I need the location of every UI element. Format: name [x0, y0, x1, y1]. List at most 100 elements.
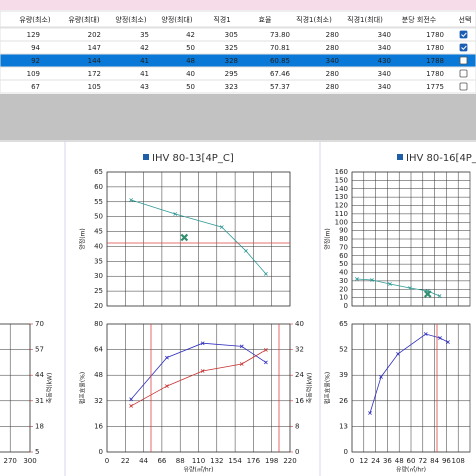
- y-tick-label: 140: [335, 185, 348, 193]
- y2-tick-label: 31: [35, 397, 44, 405]
- table-row[interactable]: [0, 27, 476, 42]
- table-cell: 280: [326, 31, 339, 39]
- x-tick-label: 24: [371, 457, 380, 465]
- x-axis-label: 유량(㎥/hr): [183, 466, 213, 474]
- y-tick-label: 30: [339, 277, 348, 285]
- x-tick-label: 48: [395, 457, 404, 465]
- column-header: 선택: [459, 15, 472, 24]
- y-tick-label: 48: [94, 371, 103, 379]
- table-cell: 1780: [426, 31, 444, 39]
- table-cell: 280: [326, 70, 339, 78]
- data-point: [165, 355, 169, 360]
- y-tick-label: 13: [339, 422, 348, 430]
- table-cell: 42: [140, 44, 149, 52]
- table-cell: 41: [140, 57, 149, 65]
- y-tick-label: 20: [339, 285, 348, 293]
- x-tick-label: 108: [452, 457, 465, 465]
- y2-tick-label: 70: [35, 320, 44, 328]
- y2-tick-label: 24: [295, 371, 304, 379]
- data-point: [129, 397, 134, 402]
- y-tick-label: 70: [339, 243, 348, 251]
- y-tick-label: 130: [335, 193, 348, 201]
- table-cell: 94: [31, 44, 40, 52]
- data-point: [239, 344, 244, 349]
- y-tick-label: 100: [335, 218, 348, 226]
- top-strip: [0, 0, 476, 10]
- y-tick-label: 16: [94, 422, 103, 430]
- x-tick-label: 154: [228, 457, 242, 465]
- table-cell: 70.81: [270, 44, 290, 52]
- x-tick-label: 96: [442, 457, 451, 465]
- x-tick-label: 22: [121, 457, 130, 465]
- data-point: [446, 340, 450, 344]
- table-cell: 50: [186, 44, 195, 52]
- x-tick-label: 72: [418, 457, 427, 465]
- table-cell: 295: [225, 70, 238, 78]
- y-axis-label: 펌프효율(%): [80, 372, 87, 404]
- data-point: [244, 249, 248, 253]
- data-point: [423, 332, 428, 336]
- data-point: [129, 198, 134, 202]
- checkbox[interactable]: [459, 43, 468, 52]
- data-point: [219, 225, 224, 229]
- table-cell: 340: [378, 70, 391, 78]
- x-axis-label: 유량(㎥/hr): [396, 466, 426, 474]
- x-tick-label: 300: [23, 457, 36, 465]
- y-tick-label: 39: [339, 371, 348, 379]
- table-cell: 48: [186, 57, 195, 65]
- column-header: 직경1(최대): [347, 15, 383, 24]
- y-tick-label: 150: [335, 176, 348, 184]
- table-cell: 430: [378, 57, 391, 65]
- table-row[interactable]: [0, 66, 476, 81]
- y-tick-label: 60: [94, 183, 103, 191]
- y-tick-label: 25: [94, 287, 103, 295]
- table-row[interactable]: [0, 79, 476, 94]
- table-cell: 67: [31, 83, 40, 91]
- data-point: [437, 294, 442, 298]
- table-cell: 340: [326, 57, 339, 65]
- column-header: 직경1(최소): [296, 15, 332, 24]
- header-row: [0, 10, 476, 28]
- chart-title: IHV 80-16[4P_C]: [406, 153, 476, 164]
- column-header: 효율: [259, 16, 272, 24]
- y-axis-label: 펌프효율(%): [325, 372, 332, 404]
- x-tick-label: 84: [430, 457, 439, 465]
- x-tick-label: 198: [265, 457, 278, 465]
- table-cell: 305: [225, 31, 238, 39]
- table-cell: 280: [326, 44, 339, 52]
- data-point: [388, 282, 392, 286]
- x-tick-label: 36: [383, 457, 392, 465]
- data-point: [173, 212, 178, 216]
- table-cell: 40: [186, 70, 195, 78]
- y2-tick-label: 57: [35, 346, 44, 354]
- y-tick-label: 50: [339, 260, 348, 268]
- data-point: [396, 352, 400, 356]
- selected-row[interactable]: [0, 53, 476, 68]
- y-tick-label: 0: [99, 448, 103, 456]
- y-tick-label: 80: [339, 235, 348, 243]
- table-cell: 109: [27, 70, 40, 78]
- table-cell: 328: [225, 57, 238, 65]
- table-cell: 92: [31, 57, 40, 65]
- checkbox[interactable]: [459, 69, 468, 78]
- y-tick-label: 35: [94, 257, 103, 265]
- plot: 0 16 32 48 64 80 0 8 16 24 32 40 0 22 44 66 88 110 132 154 1…: [80, 320, 314, 474]
- table-cell: 129: [27, 31, 40, 39]
- checkbox[interactable]: [459, 56, 468, 65]
- table-cell: 323: [225, 83, 238, 91]
- checkbox[interactable]: [459, 82, 468, 91]
- y-tick-label: 0: [344, 448, 348, 456]
- data-point: [379, 375, 383, 379]
- plot: 20 25 30 35 40 45 50 55 60 65 양정(m): [79, 168, 291, 310]
- y-tick-label: 32: [94, 397, 103, 405]
- plot-frame: [0, 323, 31, 453]
- table-row[interactable]: [0, 40, 476, 55]
- y2-tick-label: 44: [35, 371, 44, 379]
- y-tick-label: 64: [94, 346, 103, 354]
- checkbox[interactable]: [459, 30, 468, 39]
- table-cell: 1780: [426, 70, 444, 78]
- table-cell: 42: [186, 31, 195, 39]
- y-tick-label: 60: [339, 252, 348, 260]
- y-axis-label: 양정(m): [79, 228, 87, 250]
